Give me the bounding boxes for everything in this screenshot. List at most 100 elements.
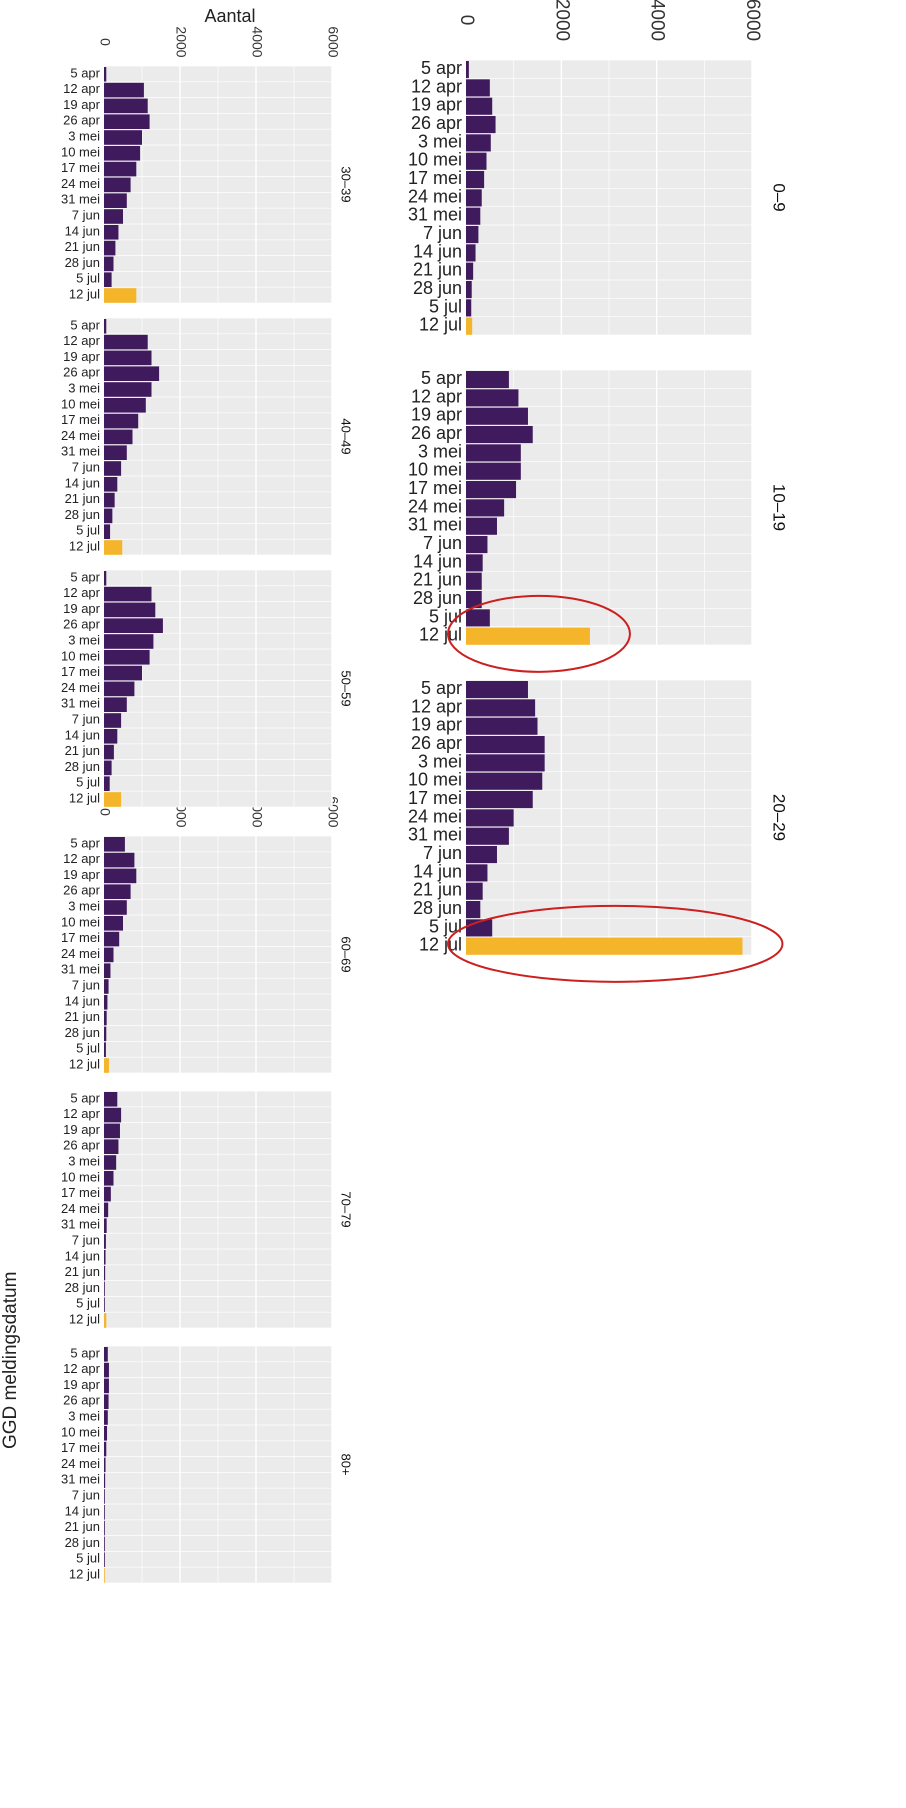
y-tick-label: 5 jul bbox=[76, 271, 100, 286]
bar-before bbox=[104, 1123, 120, 1139]
bar-before bbox=[104, 114, 150, 129]
y-tick-label: 10 mei bbox=[61, 1169, 100, 1184]
bar-before bbox=[104, 586, 152, 602]
y-tick-label: 12 apr bbox=[63, 81, 101, 96]
y-tick-label: 28 jun bbox=[65, 255, 100, 270]
bar-before bbox=[466, 97, 493, 115]
y-tick-label: 19 apr bbox=[63, 349, 101, 364]
bar-before bbox=[466, 717, 538, 735]
bar-before bbox=[466, 591, 482, 609]
x-tick-label: 2000 bbox=[173, 26, 189, 57]
bar-before bbox=[104, 852, 135, 868]
y-tick-label: 21 jun bbox=[65, 1009, 100, 1024]
bar-before bbox=[466, 882, 483, 900]
y-tick-label: 3 mei bbox=[68, 1409, 100, 1424]
y-tick-label: 17 mei bbox=[61, 664, 100, 679]
y-tick-label: 28 jun bbox=[413, 898, 462, 918]
y-tick-label: 28 jun bbox=[413, 278, 462, 298]
bar-before bbox=[104, 681, 135, 697]
bar-before bbox=[466, 171, 485, 189]
y-tick-label: 3 mei bbox=[418, 131, 462, 151]
bar-before bbox=[466, 846, 497, 864]
bar-before bbox=[104, 665, 142, 681]
y-tick-label: 28 jun bbox=[65, 1280, 100, 1295]
bar-before bbox=[104, 1473, 106, 1488]
bar-before bbox=[104, 884, 131, 899]
y-tick-label: 31 mei bbox=[408, 515, 462, 535]
y-tick-label: 7 jun bbox=[72, 1233, 100, 1248]
bar-before bbox=[466, 827, 509, 845]
y-tick-label: 24 mei bbox=[61, 680, 100, 695]
bar-before bbox=[104, 776, 110, 791]
x-tick-label: 6000 bbox=[742, 0, 763, 41]
y-tick-label: 12 apr bbox=[63, 851, 101, 866]
y-tick-label: 5 apr bbox=[70, 317, 100, 332]
bar-before bbox=[104, 1107, 122, 1123]
y-tick-label: 12 apr bbox=[63, 1106, 101, 1121]
bar-before bbox=[466, 736, 545, 754]
bar-before bbox=[466, 517, 497, 535]
y-tick-label: 31 mei bbox=[61, 962, 100, 977]
bar-before bbox=[104, 979, 109, 994]
bar-before bbox=[466, 536, 488, 554]
bar-before bbox=[104, 1394, 109, 1409]
y-tick-label: 10 mei bbox=[61, 914, 100, 929]
y-tick-label: 24 mei bbox=[408, 186, 462, 206]
bar-before bbox=[104, 98, 148, 114]
y-tick-label: 19 apr bbox=[411, 95, 462, 115]
bar-before bbox=[466, 79, 490, 97]
bar-before bbox=[104, 650, 150, 665]
y-tick-label: 28 jun bbox=[65, 759, 100, 774]
bar-before bbox=[104, 995, 108, 1010]
bar-before bbox=[466, 462, 521, 480]
panel-strip-label: 0–9 bbox=[770, 183, 789, 211]
bar-before bbox=[104, 146, 141, 161]
bar-before bbox=[466, 681, 528, 699]
bar-before bbox=[104, 161, 137, 177]
y-tick-label: 26 apr bbox=[63, 1138, 101, 1153]
bar-before bbox=[466, 791, 533, 809]
y-tick-label: 5 apr bbox=[70, 1090, 100, 1105]
bar-before bbox=[104, 931, 120, 947]
bar-before bbox=[104, 177, 131, 193]
y-tick-label: 10 mei bbox=[61, 144, 100, 159]
bar-before bbox=[466, 116, 496, 134]
x-tick-label: 6000 bbox=[325, 26, 341, 57]
bar-before bbox=[104, 1362, 109, 1378]
y-tick-label: 3 mei bbox=[68, 129, 100, 144]
y-tick-label: 12 jul bbox=[69, 539, 100, 554]
bar-before bbox=[104, 524, 111, 539]
y-tick-label: 17 mei bbox=[408, 788, 462, 808]
y-tick-label: 24 mei bbox=[61, 1456, 100, 1471]
panel-strip-label: 50–59 bbox=[339, 670, 354, 706]
bar-before bbox=[466, 407, 528, 425]
bar-before bbox=[104, 571, 107, 586]
bar-before bbox=[466, 207, 481, 225]
bar-before bbox=[104, 398, 146, 413]
panel-strip-label: 40–49 bbox=[339, 418, 354, 454]
bar-before bbox=[104, 1265, 106, 1281]
panel-strip-label: 10–19 bbox=[770, 484, 789, 531]
y-tick-label: 5 apr bbox=[70, 569, 100, 584]
bar-before bbox=[466, 226, 479, 244]
bar-before bbox=[104, 319, 107, 334]
y-tick-label: 14 jun bbox=[65, 475, 100, 490]
y-tick-label: 17 mei bbox=[408, 478, 462, 498]
bar-before bbox=[104, 634, 154, 649]
y-tick-label: 3 mei bbox=[68, 1154, 100, 1169]
y-tick-label: 3 mei bbox=[418, 751, 462, 771]
y-tick-label: 3 mei bbox=[68, 381, 100, 396]
panel-strip-label: 60–69 bbox=[339, 936, 354, 972]
y-tick-label: 14 jun bbox=[65, 1503, 100, 1518]
bar-after bbox=[104, 1313, 107, 1328]
y-tick-label: 28 jun bbox=[65, 507, 100, 522]
y-tick-label: 12 jul bbox=[69, 1567, 100, 1582]
y-tick-label: 5 apr bbox=[70, 1345, 100, 1360]
bar-after bbox=[104, 792, 122, 807]
y-tick-label: 21 jun bbox=[65, 491, 100, 506]
bar-before bbox=[104, 618, 163, 633]
y-tick-label: 26 apr bbox=[411, 423, 462, 443]
y-tick-label: 31 mei bbox=[61, 696, 100, 711]
bar-before bbox=[104, 1489, 105, 1504]
